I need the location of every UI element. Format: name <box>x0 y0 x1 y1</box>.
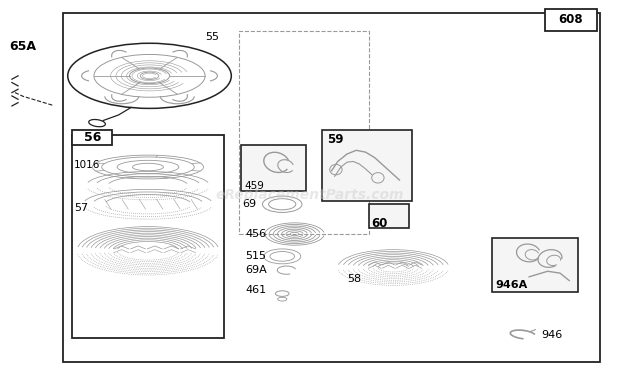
Bar <box>73 135 224 338</box>
Text: 456: 456 <box>245 229 267 239</box>
Text: 1016: 1016 <box>74 160 100 170</box>
Bar <box>322 130 412 201</box>
Text: 461: 461 <box>245 285 267 295</box>
Text: eReplacementParts.com: eReplacementParts.com <box>216 188 404 202</box>
Text: 56: 56 <box>84 131 101 144</box>
Text: 69A: 69A <box>245 265 267 275</box>
Text: 946A: 946A <box>495 280 528 290</box>
Bar <box>241 145 306 191</box>
Text: 515: 515 <box>245 251 266 261</box>
Text: 608: 608 <box>559 13 583 27</box>
Bar <box>63 12 600 363</box>
Text: 459: 459 <box>244 181 264 190</box>
Text: 69: 69 <box>242 199 256 209</box>
Text: 57: 57 <box>74 203 88 213</box>
Bar <box>544 9 597 31</box>
Text: 65A: 65A <box>9 39 36 53</box>
Bar <box>239 31 369 234</box>
Text: 55: 55 <box>205 32 219 42</box>
Text: 946: 946 <box>541 330 563 339</box>
Text: 58: 58 <box>347 274 361 284</box>
Bar <box>73 130 112 145</box>
Text: 59: 59 <box>327 133 343 146</box>
Bar <box>369 204 409 228</box>
Text: 60: 60 <box>372 217 388 231</box>
Bar <box>492 238 578 292</box>
